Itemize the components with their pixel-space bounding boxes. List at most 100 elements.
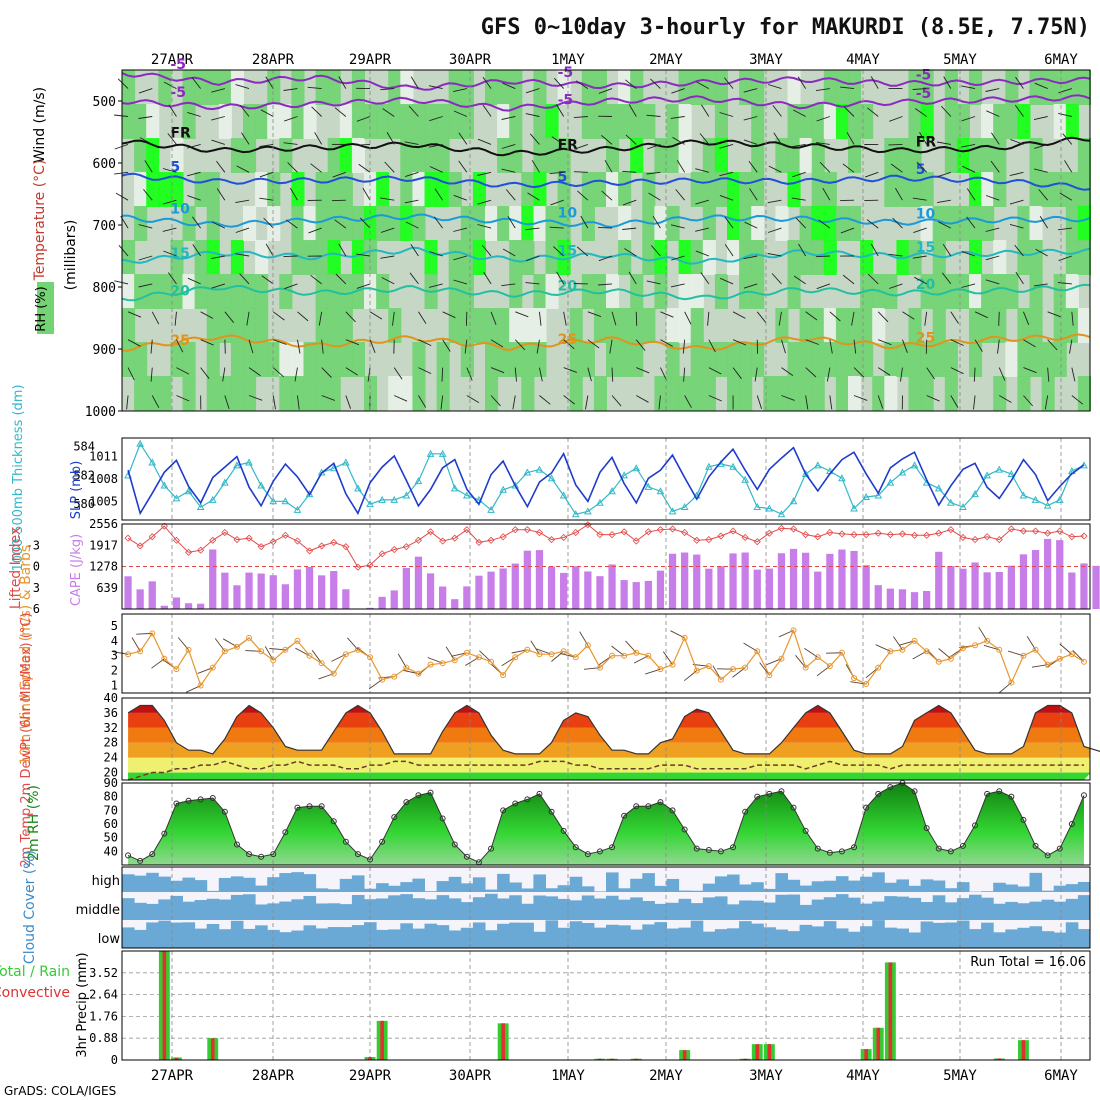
rh-tick: 60 (104, 817, 118, 831)
rh-cell (690, 70, 704, 105)
wind-barb (211, 88, 225, 93)
wind10-line-point (717, 676, 724, 683)
cloud-cell (194, 900, 208, 920)
rh-cell (1029, 70, 1043, 105)
rh-tick: 80 (104, 790, 118, 804)
wind-barb (192, 216, 202, 229)
rh-cell (388, 376, 402, 411)
rh-cell (666, 308, 680, 343)
cloud-cell (811, 881, 825, 892)
wind-barb (174, 311, 177, 326)
rh-cell (908, 70, 922, 105)
wind-barb (853, 395, 868, 401)
wind-barb (409, 272, 419, 285)
thickness-line-point (801, 469, 810, 477)
wind-barb (167, 272, 177, 285)
cloud-cell (678, 927, 692, 948)
rh-cell (618, 104, 632, 139)
cloud-cell (388, 895, 401, 920)
wind-barb (683, 367, 686, 382)
temp-frame (121, 697, 1091, 781)
wind-barb (636, 395, 649, 403)
rh-cell (969, 70, 983, 105)
temp-band (128, 742, 1090, 758)
wind-barb (914, 276, 927, 285)
wind-barb (428, 85, 443, 90)
cloud-cell (1005, 901, 1018, 920)
wind-barb (601, 190, 613, 201)
wind-barb (150, 339, 153, 354)
rh-cell (339, 172, 353, 207)
wind10-line-point (306, 652, 313, 659)
wind-barb (781, 339, 786, 354)
rh-line-point (754, 793, 761, 800)
wind-barb (410, 76, 419, 89)
wind-barb (926, 367, 935, 380)
lifted-index-point (523, 526, 531, 534)
thickness-line-point (813, 461, 822, 469)
thickness-line-point (910, 461, 919, 469)
rh-cell (230, 342, 244, 377)
rh-cell (799, 376, 813, 411)
rh-cell (472, 308, 486, 343)
wind10-line-point (294, 637, 301, 644)
rh-line-point (778, 788, 785, 795)
cape-bar (959, 568, 967, 609)
rh-cell (497, 104, 511, 139)
rh-cell (1017, 376, 1031, 411)
rh-cell (424, 138, 438, 173)
rh-cell (291, 104, 305, 139)
date-label-top: 27APR (151, 52, 194, 68)
wind10-line-point (415, 670, 422, 677)
rh-cell (279, 342, 293, 377)
wind-barb (338, 76, 347, 89)
date-label-top: 29APR (349, 52, 392, 68)
isotherm-20 (121, 283, 1091, 302)
lifted-index-point (620, 528, 628, 536)
cloud-cell (388, 885, 401, 892)
cloud-cell (400, 894, 413, 920)
wind-barb (362, 187, 371, 201)
rh-cell (436, 172, 450, 207)
wind-barb (138, 283, 153, 288)
rh-cell (787, 172, 801, 207)
rh-cell (678, 70, 692, 105)
cloud-cell (218, 899, 232, 920)
cloud-cell (400, 923, 413, 948)
isotherm-label: 15 (170, 246, 189, 262)
wind10-line-point (512, 654, 519, 661)
lifted-index-point (668, 525, 677, 533)
lifted-index-point (862, 531, 870, 539)
rh-cell (521, 172, 535, 207)
lifted-index-point (983, 533, 991, 541)
wind10-line-point (354, 646, 361, 653)
lifted-tick: -3 (26, 538, 40, 552)
wind-barb (240, 105, 250, 117)
wind10-line-point (838, 649, 845, 656)
wind-barb (235, 84, 250, 90)
wind-barb (707, 311, 710, 326)
wind-barb (514, 367, 517, 382)
rh-cell (654, 138, 668, 173)
date-label-bottom: 29APR (349, 1068, 392, 1084)
rh-cell (787, 342, 801, 377)
rh-cell (436, 104, 450, 139)
rh-cell (146, 104, 160, 139)
wind-barb (482, 104, 492, 117)
wind-barb (127, 311, 142, 318)
rh-cell (739, 376, 753, 411)
date-label-top: 6MAY (1044, 52, 1078, 68)
wind-barb (501, 168, 516, 173)
cape-bar (668, 553, 677, 609)
wind-barb (826, 367, 831, 382)
cloud-cell (412, 928, 425, 948)
wind-barb (902, 311, 915, 320)
wind-barb (525, 113, 540, 117)
cloud-cell (339, 878, 353, 892)
isotherm-label: 5 (916, 162, 926, 178)
cloud-cell (581, 922, 595, 948)
wind-barb (912, 255, 927, 259)
rh-cell (581, 104, 595, 139)
wind-barb (260, 109, 274, 117)
wind-barb (310, 163, 322, 173)
